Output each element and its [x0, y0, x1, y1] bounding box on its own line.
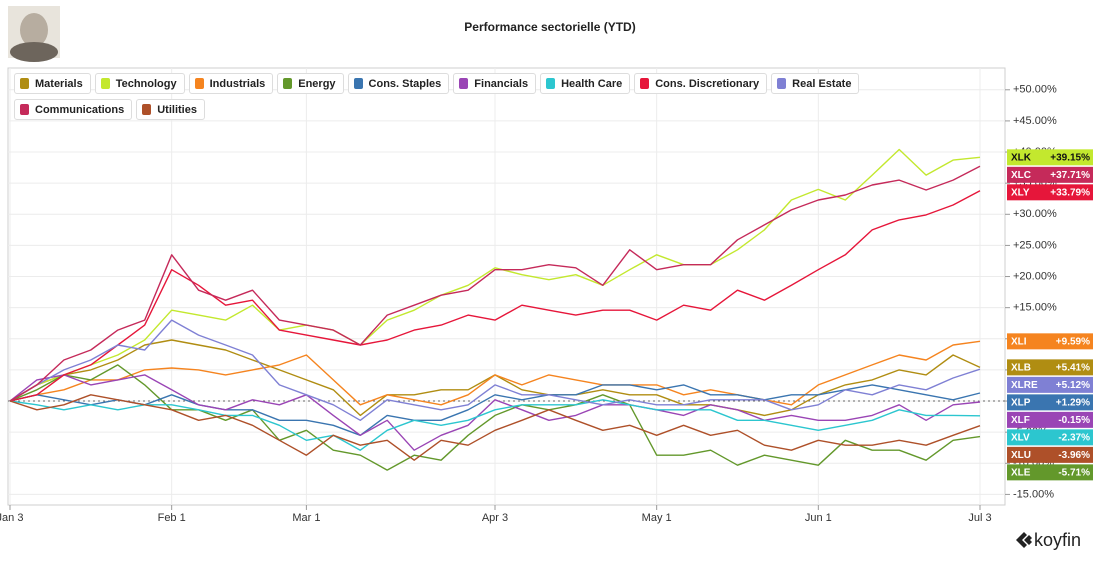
- end-label-value: +5.41%: [1056, 363, 1090, 374]
- x-tick-label: Jun 1: [805, 512, 832, 524]
- legend-label: Financials: [474, 77, 529, 90]
- end-label-box: [1007, 446, 1093, 463]
- end-label-ticker: XLRE: [1011, 380, 1038, 391]
- x-tick-label: Apr 3: [482, 512, 508, 524]
- end-label-value: +37.71%: [1050, 170, 1090, 181]
- series-line: [9, 165, 981, 402]
- series-line: [9, 399, 981, 451]
- series-line: [9, 148, 981, 402]
- end-label-ticker: XLP: [1011, 398, 1031, 409]
- y-tick-label: +15.00%: [1013, 302, 1057, 314]
- legend-item[interactable]: Technology: [94, 73, 185, 94]
- end-label-value: -0.15%: [1058, 415, 1090, 426]
- legend-label: Technology: [115, 77, 177, 90]
- end-label-value: +1.29%: [1056, 398, 1090, 409]
- legend-label: Real Estate: [792, 77, 852, 90]
- legend-swatch: [142, 104, 152, 115]
- legend-swatch: [353, 78, 363, 89]
- x-tick-label: Jul 3: [968, 512, 991, 524]
- end-label-box: [1007, 376, 1093, 393]
- legend-swatch: [283, 78, 293, 89]
- x-tick-label: May 1: [642, 512, 672, 524]
- end-label-ticker: XLE: [1011, 468, 1031, 479]
- legend-swatch: [777, 78, 787, 89]
- end-label-value: +5.12%: [1056, 380, 1090, 391]
- legend-label: Materials: [35, 77, 83, 90]
- legend-label: Energy: [298, 77, 336, 90]
- series-line: [9, 319, 981, 421]
- end-label-ticker: XLK: [1011, 152, 1032, 163]
- end-label-ticker: XLU: [1011, 450, 1031, 461]
- end-label-ticker: XLY: [1011, 187, 1030, 198]
- end-label-box: [1007, 184, 1093, 201]
- end-label-box: [1007, 411, 1093, 428]
- x-tick-label: Feb 1: [158, 512, 186, 524]
- end-label-ticker: XLV: [1011, 433, 1030, 444]
- end-label-box: [1007, 166, 1093, 183]
- end-label-value: +9.59%: [1056, 336, 1090, 347]
- end-label-value: +39.15%: [1050, 152, 1090, 163]
- series-line: [9, 394, 981, 461]
- legend-item[interactable]: Materials: [14, 73, 91, 94]
- brand-icon: [1016, 532, 1032, 548]
- end-label-ticker: XLI: [1011, 336, 1027, 347]
- legend-item[interactable]: Industrials: [188, 73, 274, 94]
- y-tick-label: +20.00%: [1013, 270, 1057, 282]
- legend-item[interactable]: Real Estate: [771, 73, 860, 94]
- legend-item[interactable]: Health Care: [540, 73, 631, 94]
- x-tick-label: Mar 1: [292, 512, 320, 524]
- legend-label: Communications: [35, 103, 125, 116]
- y-tick-label: -15.00%: [1013, 488, 1054, 500]
- end-label-box: [1007, 464, 1093, 481]
- end-label-value: -2.37%: [1058, 433, 1090, 444]
- series-line: [9, 340, 981, 406]
- plot-frame: [7, 67, 1006, 506]
- avatar-body: [10, 42, 58, 62]
- series-line: [9, 384, 981, 436]
- legend-label: Cons. Staples: [368, 77, 442, 90]
- legend-item[interactable]: Cons. Discretionary: [634, 73, 768, 94]
- end-label-ticker: XLC: [1011, 170, 1031, 181]
- end-label-box: [1007, 429, 1093, 446]
- legend: Materials Technology Industrials Energy Cons…: [14, 73, 874, 120]
- legend-swatch: [20, 78, 29, 89]
- chart-title: Performance sectorielle (YTD): [464, 20, 635, 34]
- series-line: [9, 374, 981, 451]
- end-label-value: -5.71%: [1058, 468, 1090, 479]
- legend-label: Utilities: [157, 103, 197, 116]
- legend-label: Cons. Discretionary: [655, 77, 760, 90]
- x-tick-label: Jan 3: [0, 512, 23, 524]
- end-label-box: [1007, 333, 1093, 350]
- y-tick-label: +50.00%: [1013, 84, 1057, 96]
- legend-label: Health Care: [561, 77, 623, 90]
- end-label-ticker: XLB: [1011, 363, 1031, 374]
- legend-swatch: [194, 78, 204, 89]
- brand-name: koyfin: [1034, 530, 1081, 550]
- legend-label: Industrials: [209, 77, 266, 90]
- end-label-value: +33.79%: [1050, 187, 1090, 198]
- y-tick-label: +30.00%: [1013, 208, 1057, 220]
- legend-item[interactable]: Energy: [277, 73, 344, 94]
- brand-logo: koyfin: [1016, 530, 1081, 550]
- end-label-ticker: XLF: [1011, 415, 1030, 426]
- end-label-box: [1007, 359, 1093, 376]
- series-line: [9, 190, 981, 402]
- legend-swatch: [459, 78, 469, 89]
- avatar-face: [20, 13, 48, 47]
- legend-swatch: [546, 78, 556, 89]
- legend-item[interactable]: Utilities: [136, 99, 205, 120]
- legend-item[interactable]: Communications: [14, 99, 133, 120]
- end-label-value: -3.96%: [1058, 450, 1090, 461]
- legend-item[interactable]: Financials: [453, 73, 537, 94]
- legend-item[interactable]: Cons. Staples: [347, 73, 450, 94]
- end-label-box: [1007, 149, 1093, 166]
- legend-swatch: [100, 78, 110, 89]
- y-tick-label: +45.00%: [1013, 115, 1057, 127]
- legend-swatch: [20, 104, 29, 115]
- end-label-box: [1007, 394, 1093, 411]
- legend-swatch: [640, 78, 650, 89]
- y-tick-label: +25.00%: [1013, 239, 1057, 251]
